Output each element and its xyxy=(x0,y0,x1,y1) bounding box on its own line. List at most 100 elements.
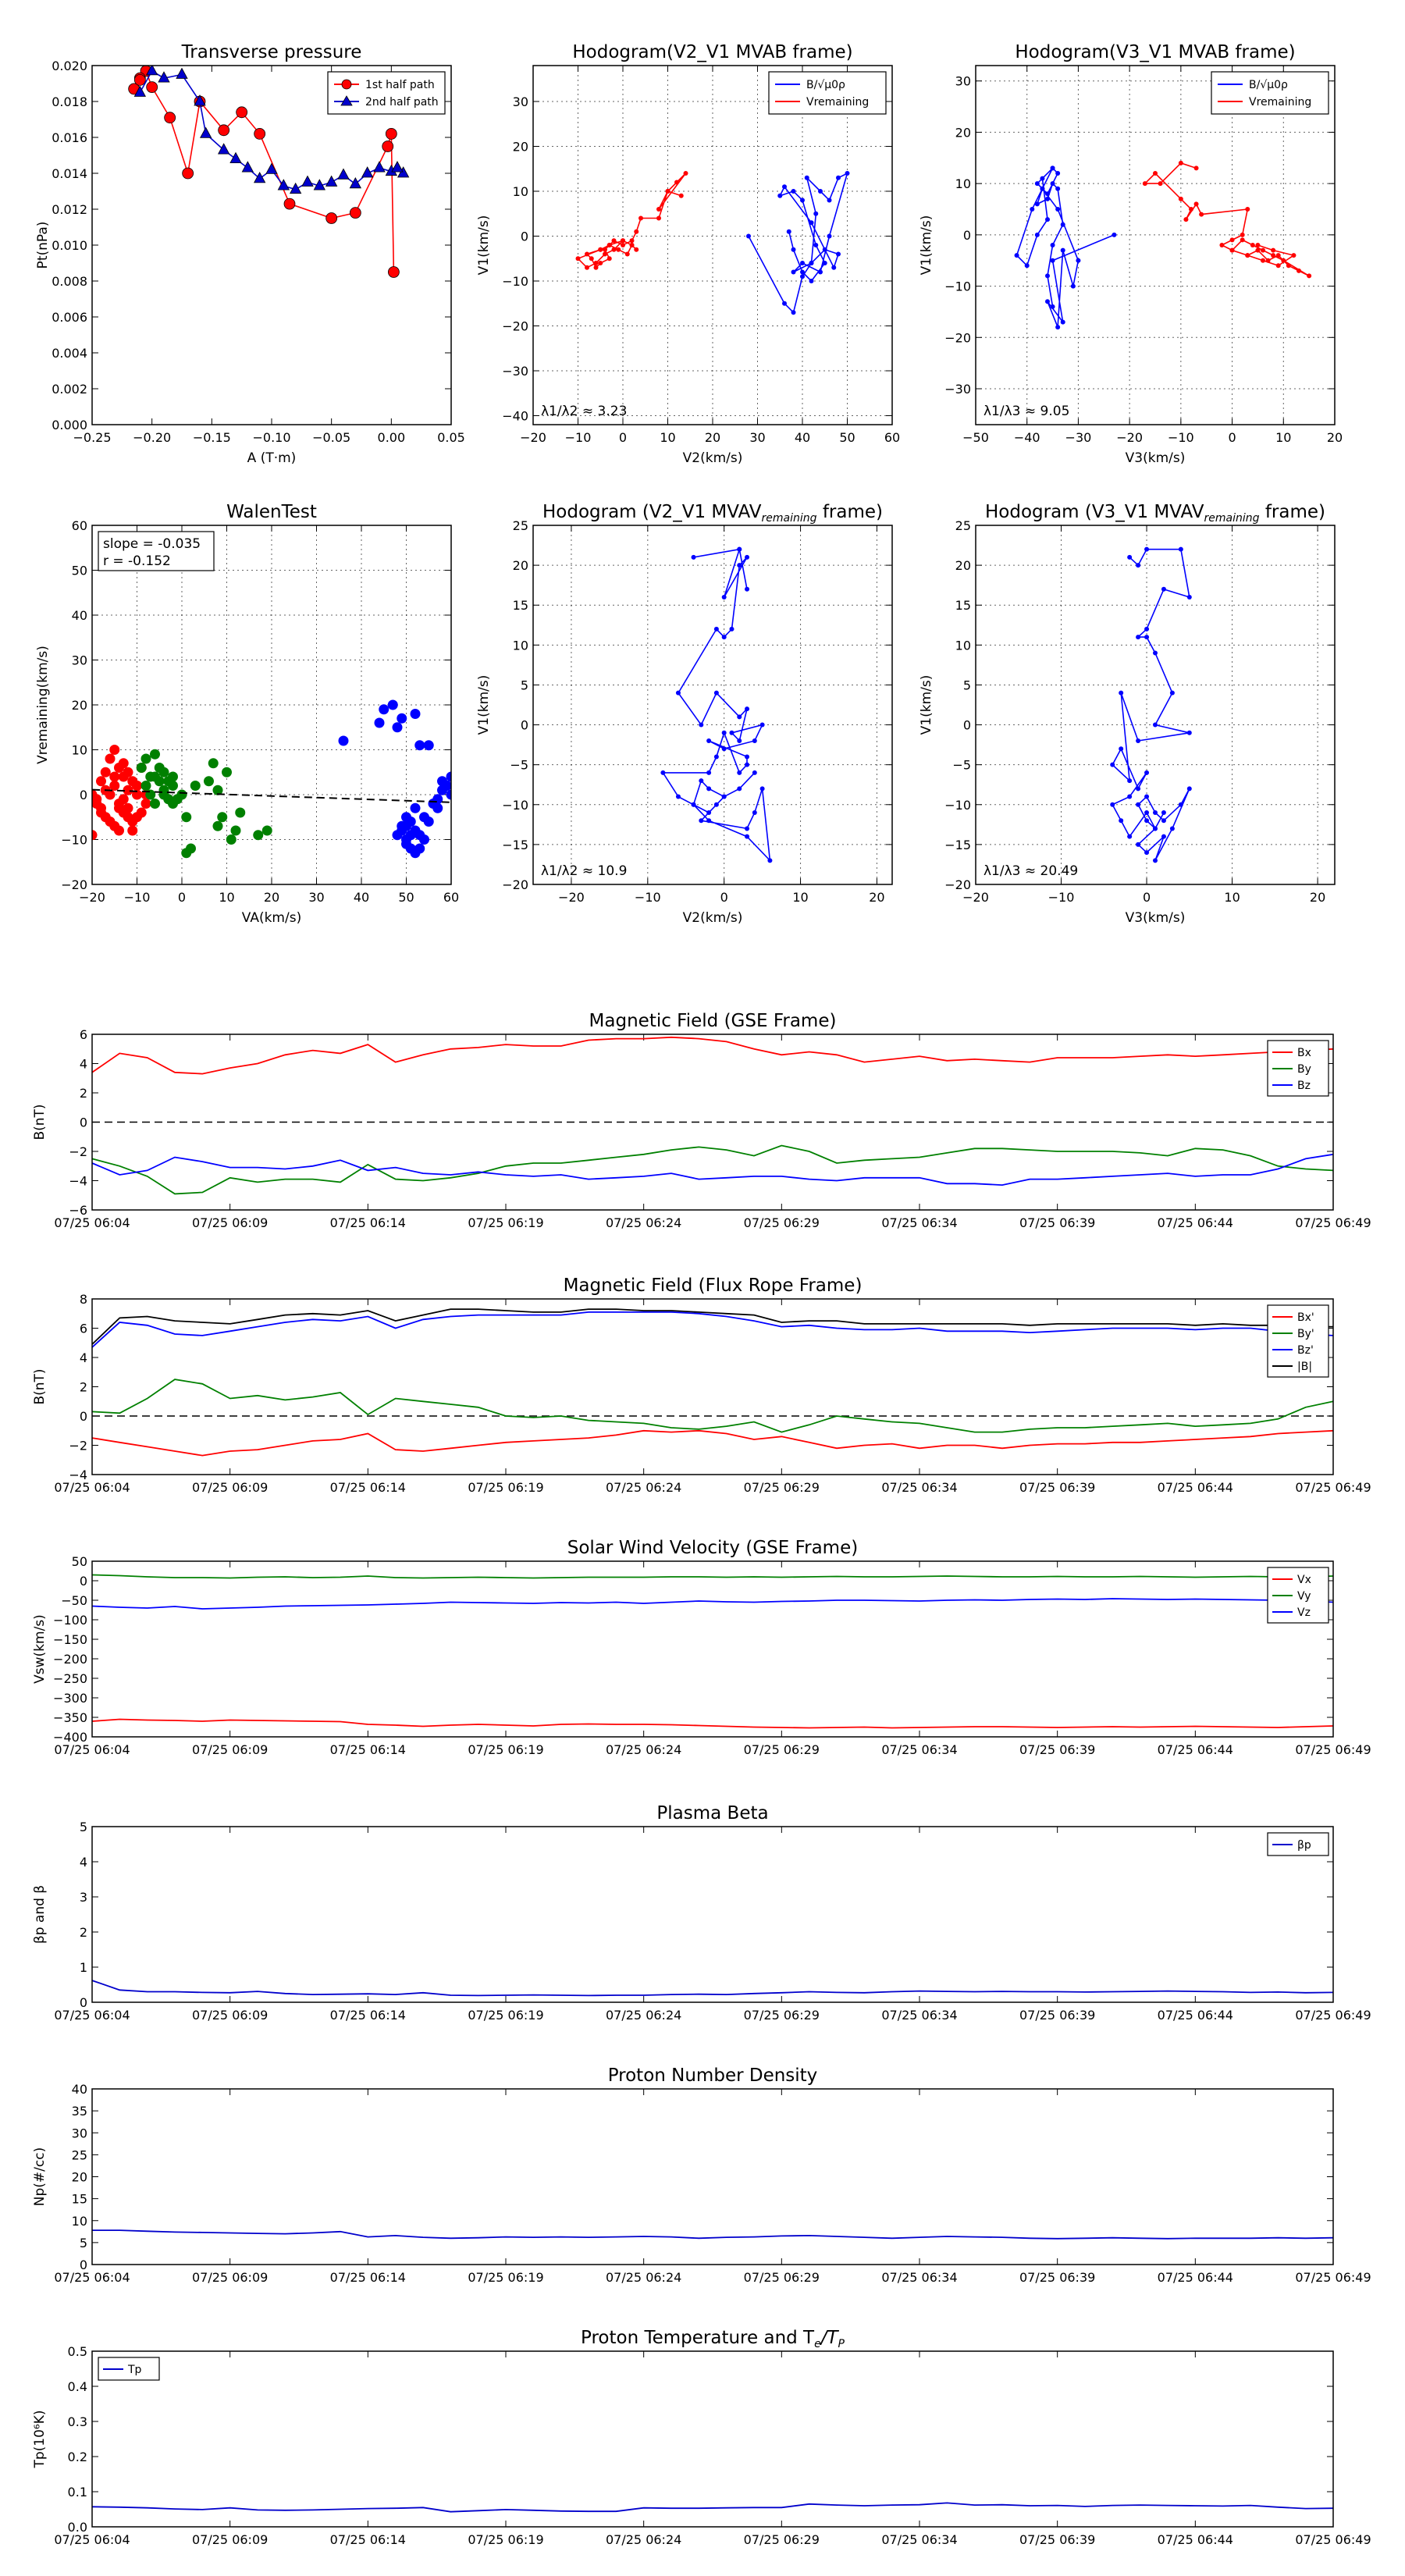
legend-label: Bz' xyxy=(1297,1344,1314,1357)
x-axis-label: V3(km/s) xyxy=(1126,450,1186,466)
data-point xyxy=(1045,196,1050,201)
data-point xyxy=(410,825,421,836)
y-tick-label: 25 xyxy=(72,2147,87,2162)
data-point xyxy=(235,807,246,818)
data-point xyxy=(589,256,594,262)
data-point xyxy=(691,554,696,560)
data-point xyxy=(1024,263,1030,269)
y-tick-label: −200 xyxy=(53,1652,87,1667)
y-tick-label: 0 xyxy=(963,718,971,733)
data-point xyxy=(800,197,805,203)
data-point xyxy=(1178,196,1183,201)
walen-panel: −20 −10 0 10 20 30 40 50 60 −20 −10 0 10 20 30 40 50 60 Wa… xyxy=(35,502,459,926)
hodo3-panel: −20 −10 0 10 20 −20 −15 −10 −5 0 5 10 15 20 25 Hodogram… xyxy=(476,502,893,926)
eigenvalue-ratio: λ1/λ2 ≈ 10.9 xyxy=(541,863,627,879)
legend-label: βp xyxy=(1297,1839,1311,1852)
x-tick-label: 07/25 06:29 xyxy=(744,1742,820,1757)
data-point xyxy=(1050,243,1055,247)
data-point xyxy=(1240,237,1245,243)
y-tick-label: −50 xyxy=(61,1593,87,1608)
chart-title-end: frame) xyxy=(817,502,884,522)
data-point xyxy=(118,758,129,769)
data-point xyxy=(1136,563,1141,568)
x-tick-label: −20 xyxy=(1116,430,1143,445)
data-point xyxy=(1127,794,1133,799)
y-tick-label: 30 xyxy=(72,2126,87,2140)
y-tick-label: 5 xyxy=(521,678,528,692)
data-point xyxy=(373,161,386,173)
data-point xyxy=(391,161,404,173)
data-point xyxy=(313,179,326,190)
data-point xyxy=(109,745,120,755)
y-axis-label: V1(km/s) xyxy=(476,215,492,276)
data-point xyxy=(414,740,425,751)
y-tick-label: 10 xyxy=(513,638,528,653)
y-tick-label: −4 xyxy=(69,1174,87,1189)
x-tick-label: −20 xyxy=(558,890,585,905)
data-point xyxy=(338,735,349,746)
x-tick-label: −0.15 xyxy=(193,430,231,445)
y-tick-label: −10 xyxy=(502,274,528,289)
data-point xyxy=(1193,165,1199,171)
chart-title: Hodogram (V3_V1 MVAVremaining frame) xyxy=(985,502,1325,525)
data-point xyxy=(168,799,178,809)
y-tick-label: 0 xyxy=(80,1409,87,1424)
data-point xyxy=(1153,858,1158,863)
x-tick-label: 07/25 06:24 xyxy=(606,1480,681,1495)
x-tick-label: 07/25 06:39 xyxy=(1019,2532,1095,2547)
y-tick-label: 0.0 xyxy=(68,2520,87,2535)
y-tick-label: 0 xyxy=(80,2258,87,2272)
data-point xyxy=(105,817,116,827)
x-tick-label: 07/25 06:09 xyxy=(192,2270,268,2285)
data-point xyxy=(1127,778,1133,784)
data-point xyxy=(1178,546,1183,552)
x-tick-label: 07/25 06:04 xyxy=(54,2532,130,2547)
data-point xyxy=(611,247,617,252)
data-point xyxy=(593,261,599,265)
data-point xyxy=(1275,253,1281,258)
x-tick-label: −0.05 xyxy=(312,430,350,445)
eigenvalue-ratio: λ1/λ3 ≈ 20.49 xyxy=(984,863,1078,879)
y-tick-label: −20 xyxy=(61,877,87,892)
data-point xyxy=(611,238,617,244)
data-point xyxy=(1110,802,1115,807)
data-point xyxy=(1186,786,1192,792)
data-point xyxy=(254,127,266,140)
data-point xyxy=(253,172,266,183)
data-point xyxy=(414,843,425,854)
data-point xyxy=(767,858,773,863)
y-tick-label: 0.006 xyxy=(52,310,87,325)
data-point xyxy=(745,706,750,712)
series-line-1 xyxy=(91,1379,1334,1433)
chart-title: WalenTest xyxy=(226,502,317,522)
chart-title-subscript: remaining xyxy=(762,512,817,525)
series-line-2 xyxy=(91,1598,1334,1610)
legend-box xyxy=(1267,1832,1329,1856)
data-point xyxy=(1136,841,1141,847)
y-tick-label: −15 xyxy=(944,838,971,852)
data-point xyxy=(606,243,612,247)
y-tick-label: 3 xyxy=(80,1890,87,1905)
series-line-1 xyxy=(91,1574,1334,1579)
data-point xyxy=(325,175,338,187)
x-tick-label: 07/25 06:34 xyxy=(881,1215,957,1230)
data-point xyxy=(713,802,719,807)
data-point xyxy=(253,830,264,841)
data-point xyxy=(786,229,791,234)
chart-title-subscript: e xyxy=(814,2338,821,2350)
chart-title: Transverse pressure xyxy=(181,42,362,62)
y-tick-label: 0.002 xyxy=(52,382,87,397)
data-point xyxy=(598,261,603,265)
eigenvalue-ratio: λ1/λ2 ≈ 3.23 xyxy=(541,404,627,419)
x-tick-label: −10 xyxy=(1168,430,1194,445)
axes-frame xyxy=(975,525,1336,885)
y-axis-label: Np(#/cc) xyxy=(32,2147,48,2206)
x-tick-label: 07/25 06:19 xyxy=(468,2532,543,2547)
data-point xyxy=(1161,818,1166,824)
data-point xyxy=(713,754,719,760)
chart-title: Hodogram(V3_V1 MVAB frame) xyxy=(1015,42,1295,62)
data-point xyxy=(186,843,196,854)
data-point xyxy=(1255,247,1261,253)
data-point xyxy=(813,211,819,216)
data-point xyxy=(150,799,160,809)
